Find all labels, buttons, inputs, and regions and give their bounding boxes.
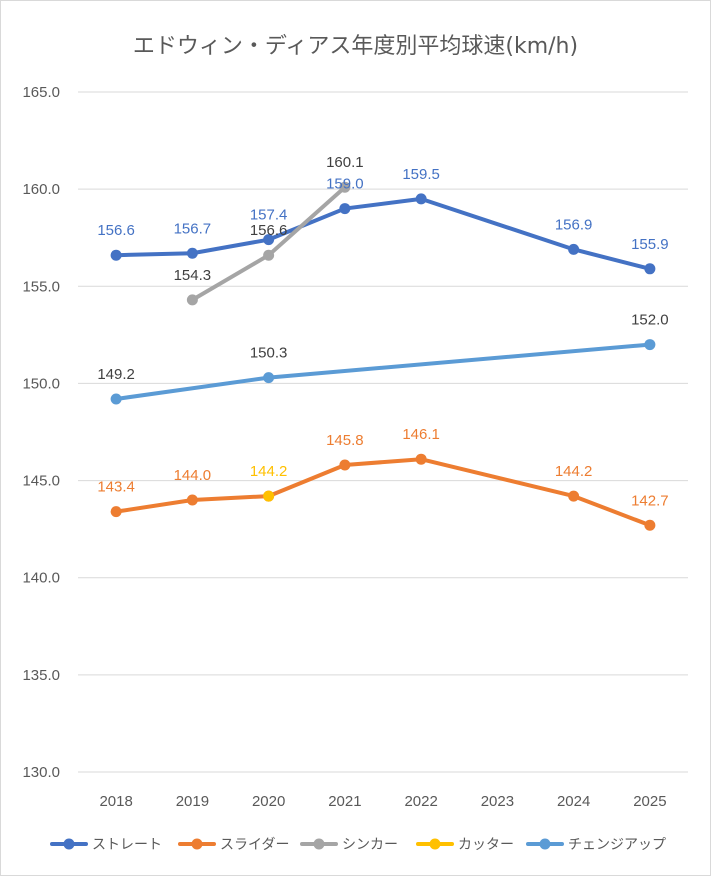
data-label: 142.7 xyxy=(631,492,669,509)
x-tick-label: 2018 xyxy=(99,793,132,810)
data-point xyxy=(339,459,351,471)
legend-label: チェンジアップ xyxy=(568,837,666,853)
data-point xyxy=(263,372,275,384)
legend-marker xyxy=(539,838,551,850)
data-point xyxy=(186,494,198,506)
data-point xyxy=(644,519,656,531)
data-point xyxy=(339,203,351,215)
data-point xyxy=(110,249,122,261)
data-label: 152.0 xyxy=(631,312,669,329)
data-label: 145.8 xyxy=(326,432,364,449)
data-point xyxy=(263,234,275,246)
data-label: 143.4 xyxy=(97,479,135,496)
data-point xyxy=(644,263,656,275)
y-tick-label: 155.0 xyxy=(22,278,60,295)
data-point xyxy=(568,243,580,255)
data-point xyxy=(644,339,656,351)
y-tick-label: 150.0 xyxy=(22,375,60,392)
legend-marker xyxy=(63,838,75,850)
legend-label: カッター xyxy=(458,837,514,853)
data-point xyxy=(415,453,427,465)
y-tick-label: 165.0 xyxy=(22,84,60,101)
series-line xyxy=(114,342,652,401)
data-point xyxy=(110,506,122,518)
data-label: 159.5 xyxy=(402,166,440,183)
chart-title: エドウィン・ディアス年度別平均球速(km/h) xyxy=(132,34,579,59)
data-point xyxy=(415,193,427,205)
x-tick-label: 2023 xyxy=(481,793,514,810)
legend-label: ストレート xyxy=(92,837,162,853)
data-label: 146.1 xyxy=(402,426,440,443)
x-tick-label: 2019 xyxy=(176,793,209,810)
x-tick-label: 2022 xyxy=(404,793,437,810)
data-point xyxy=(568,490,580,502)
data-label: 154.3 xyxy=(174,267,212,284)
x-tick-label: 2021 xyxy=(328,793,361,810)
legend-label: シンカー xyxy=(342,837,398,853)
data-label: 150.3 xyxy=(250,345,288,362)
data-point xyxy=(186,247,198,259)
data-label: 156.6 xyxy=(97,222,135,239)
y-tick-label: 160.0 xyxy=(22,181,60,198)
x-tick-label: 2025 xyxy=(633,793,666,810)
data-point xyxy=(110,393,122,405)
y-tick-label: 135.0 xyxy=(22,667,60,684)
data-label: 149.2 xyxy=(97,366,135,383)
y-tick-label: 130.0 xyxy=(22,764,60,781)
data-point xyxy=(263,490,275,502)
y-tick-label: 145.0 xyxy=(22,473,60,490)
data-label: 159.0 xyxy=(326,176,364,193)
data-point xyxy=(339,181,351,193)
data-label: 156.9 xyxy=(555,216,593,233)
data-label: 156.7 xyxy=(174,220,212,237)
data-point xyxy=(186,294,198,306)
x-tick-label: 2020 xyxy=(252,793,285,810)
data-point xyxy=(263,249,275,261)
legend-label: スライダー xyxy=(220,837,289,853)
legend-marker xyxy=(191,838,203,850)
legend-marker xyxy=(429,838,441,850)
legend-marker xyxy=(313,838,325,850)
data-label: 144.2 xyxy=(250,463,288,480)
data-label: 160.1 xyxy=(326,154,364,171)
x-tick-label: 2024 xyxy=(557,793,590,810)
data-label: 156.6 xyxy=(250,222,288,239)
data-label: 157.4 xyxy=(250,207,288,224)
data-label: 144.0 xyxy=(174,467,212,484)
y-tick-label: 140.0 xyxy=(22,570,60,587)
data-label: 144.2 xyxy=(555,463,593,480)
data-label: 155.9 xyxy=(631,236,669,253)
